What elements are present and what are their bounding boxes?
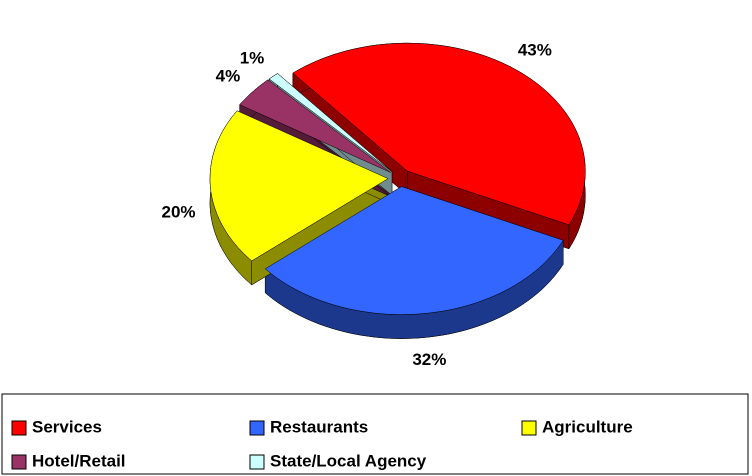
legend-box — [1, 393, 749, 475]
data-label: 1% — [240, 48, 265, 67]
legend-label: Services — [32, 417, 102, 436]
pie-slice — [268, 73, 393, 172]
pie-slice — [292, 42, 586, 226]
legend-marker — [249, 454, 265, 470]
legend-label: Agriculture — [542, 417, 633, 436]
legend-marker — [11, 454, 27, 470]
data-label: 4% — [216, 67, 241, 86]
legend-marker — [521, 420, 537, 436]
data-label: 43% — [518, 41, 552, 60]
legend-label: State/Local Agency — [270, 451, 427, 470]
pie-slice — [209, 110, 389, 262]
legend-marker — [249, 420, 265, 436]
data-label: 32% — [412, 350, 446, 369]
data-label: 20% — [161, 203, 195, 222]
legend-marker — [11, 420, 27, 436]
legend-label: Restaurants — [270, 417, 368, 436]
pie-slice — [239, 79, 391, 173]
legend-label: Hotel/Retail — [32, 451, 126, 470]
pie-slice — [264, 186, 564, 315]
